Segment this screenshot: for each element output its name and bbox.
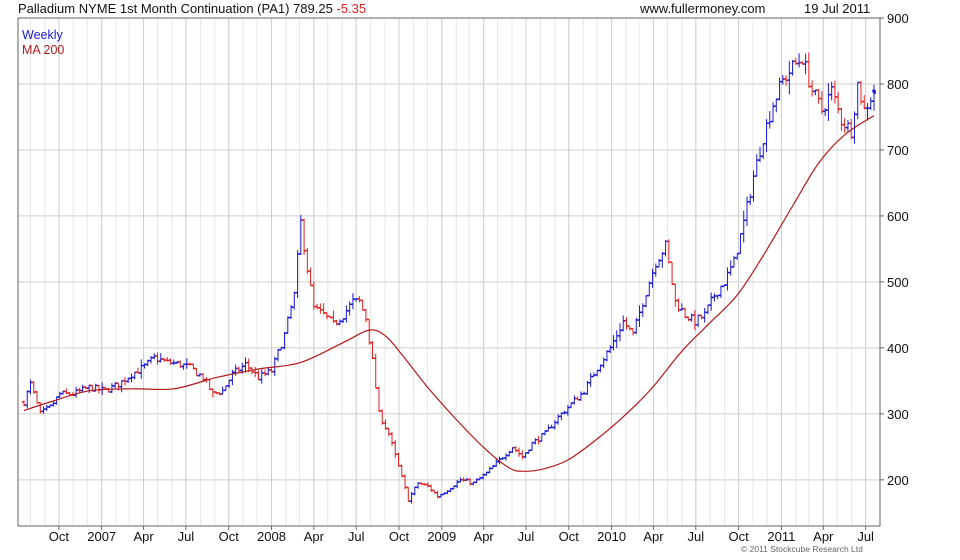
- chart-date: 19 Jul 2011: [804, 1, 871, 16]
- chart-title: Palladium NYME 1st Month Continuation (P…: [18, 1, 366, 16]
- chart-header: Palladium NYME 1st Month Continuation (P…: [0, 0, 960, 18]
- x-tick-label: Apr: [643, 529, 664, 544]
- x-tick-label: Oct: [728, 529, 749, 544]
- y-tick-label: 600: [887, 209, 909, 224]
- x-tick-label: Apr: [813, 529, 834, 544]
- x-tick-label: 2009: [427, 529, 456, 544]
- x-tick-label: Apr: [304, 529, 325, 544]
- x-tick-label: Oct: [559, 529, 580, 544]
- y-tick-label: 900: [887, 11, 909, 26]
- x-tick-label: Apr: [474, 529, 495, 544]
- y-tick-label: 700: [887, 143, 909, 158]
- copyright-notice: © 2011 Stockcube Research Ltd: [741, 544, 863, 554]
- legend-ma200: MA 200: [22, 43, 65, 57]
- y-tick-label: 800: [887, 77, 909, 92]
- x-tick-label: 2011: [767, 529, 795, 544]
- x-tick-label: Jul: [178, 529, 195, 544]
- x-tick-label: Jul: [857, 529, 874, 544]
- x-tick-label: Oct: [389, 529, 410, 544]
- price-change: -5.35: [336, 1, 367, 16]
- x-tick-label: Jul: [348, 529, 365, 544]
- legend-weekly: Weekly: [22, 28, 63, 42]
- chart-legend: Weekly MA 200: [22, 28, 64, 58]
- y-tick-label: 400: [887, 341, 909, 356]
- site-url[interactable]: www.fullermoney.com: [640, 1, 766, 16]
- title-text: Palladium NYME 1st Month Continuation (P…: [18, 1, 333, 16]
- x-tick-label: 2010: [597, 529, 626, 544]
- y-tick-label: 300: [887, 407, 909, 422]
- y-tick-label: 500: [887, 275, 909, 290]
- y-tick-label: 200: [887, 473, 909, 488]
- x-tick-label: 2007: [87, 529, 116, 544]
- last-price-dot: [872, 89, 876, 94]
- ma200-line: [23, 115, 875, 472]
- x-tick-label: Oct: [219, 529, 240, 544]
- x-tick-label: Oct: [49, 529, 70, 544]
- plot-frame: [17, 17, 881, 527]
- x-tick-label: Jul: [518, 529, 535, 544]
- x-tick-label: 2008: [257, 529, 286, 544]
- x-tick-label: Jul: [687, 529, 704, 544]
- x-tick-label: Apr: [133, 529, 154, 544]
